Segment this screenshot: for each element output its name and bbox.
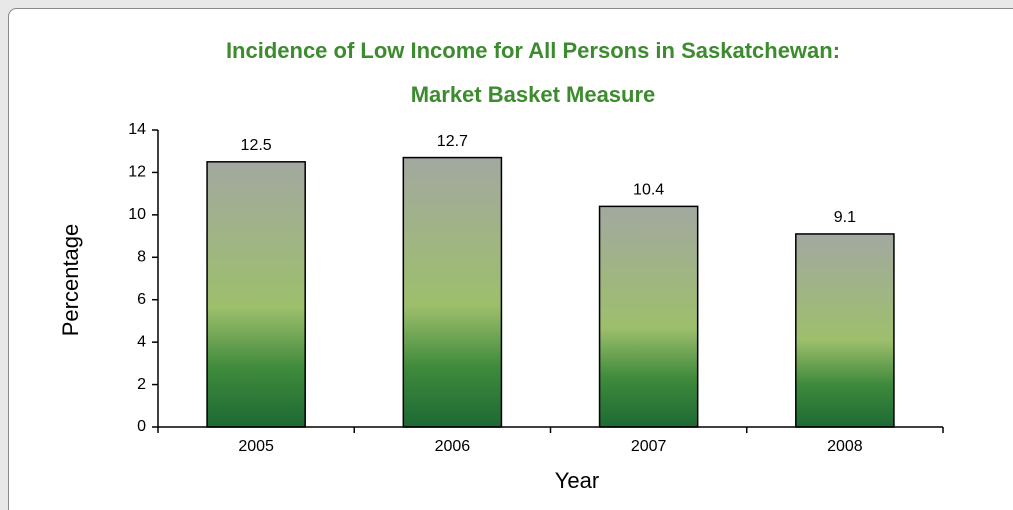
y-tick-label: 6 bbox=[137, 291, 146, 308]
y-tick-label: 12 bbox=[128, 164, 146, 181]
x-tick-label: 2008 bbox=[827, 438, 863, 455]
y-tick-label: 10 bbox=[128, 206, 146, 223]
value-label: 12.5 bbox=[241, 137, 272, 154]
value-label: 9.1 bbox=[834, 209, 856, 226]
x-tick-label: 2005 bbox=[238, 438, 274, 455]
value-label: 12.7 bbox=[437, 133, 468, 150]
y-axis-title: Percentage bbox=[58, 224, 83, 337]
y-tick-label: 2 bbox=[137, 376, 146, 393]
chart-title: Incidence of Low Income for All Persons … bbox=[226, 38, 840, 63]
bar bbox=[402, 156, 503, 428]
y-tick-label: 8 bbox=[137, 249, 146, 266]
bar bbox=[206, 161, 306, 428]
x-tick-label: 2007 bbox=[631, 438, 667, 455]
y-tick-label: 0 bbox=[137, 418, 146, 435]
y-tick-label: 14 bbox=[128, 121, 146, 138]
value-label: 10.4 bbox=[633, 182, 664, 199]
bar bbox=[795, 233, 895, 428]
y-tick-label: 4 bbox=[137, 333, 146, 350]
chart-title: Market Basket Measure bbox=[411, 82, 656, 107]
x-axis-title: Year bbox=[555, 468, 599, 493]
bar bbox=[598, 205, 699, 428]
x-tick-label: 2006 bbox=[435, 438, 471, 455]
